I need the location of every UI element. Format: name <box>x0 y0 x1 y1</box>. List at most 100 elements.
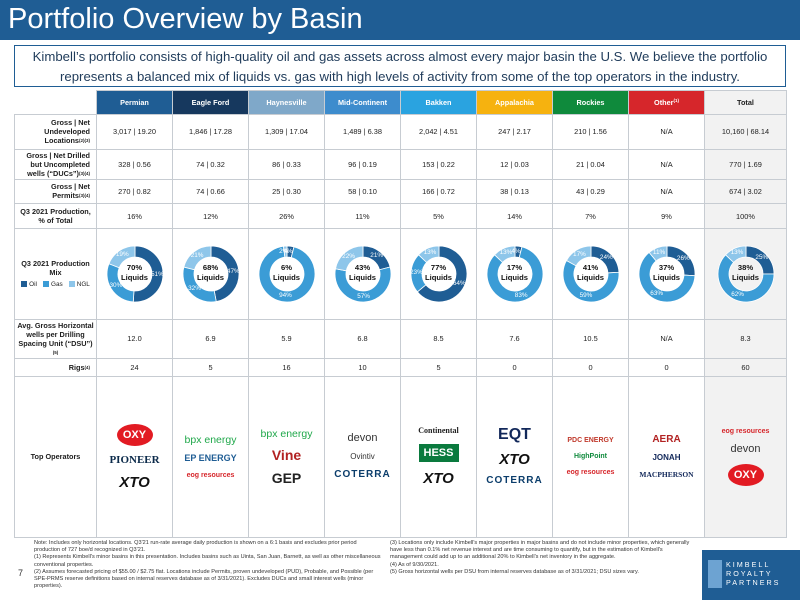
dsu-value: 6.8 <box>324 318 401 359</box>
kimbell-mark-icon <box>708 560 722 588</box>
operator-logo: Ovintiv <box>350 452 375 462</box>
operator-logo: PIONEER <box>109 453 160 466</box>
permits-value: 25 | 0.30 <box>248 178 325 205</box>
mix-row: Q3 2021 Production Mix Oil Gas NGL 51% 30… <box>14 228 787 320</box>
donut-label-gas: 30% <box>109 282 123 290</box>
donut-label-oil: 64% <box>452 279 466 287</box>
operator-logo: GEP <box>271 470 302 487</box>
operator-logo: HighPoint <box>573 453 608 461</box>
ducs-value: 86 | 0.33 <box>248 148 325 180</box>
title-bar: Portfolio Overview by Basin <box>0 0 800 40</box>
ducs-value: 153 | 0.22 <box>400 148 477 180</box>
donut-label-gas: 83% <box>514 291 528 299</box>
operator-logo: OXY <box>727 463 764 486</box>
production-value: 26% <box>248 203 325 230</box>
production-value: 12% <box>172 203 249 230</box>
donut-center: 38% Liquids <box>732 263 759 283</box>
mix-donut: 64% 23% 13% 77% Liquids <box>409 244 469 304</box>
undeveloped-value: N/A <box>628 114 705 150</box>
mix-donut: 47% 32% 21% 68% Liquids <box>181 244 241 304</box>
operator-logo: XTO <box>499 451 530 469</box>
operators-cell: OXY PIONEER XTO <box>96 375 173 539</box>
basin-header-4: Bakken <box>400 90 477 115</box>
donut-label-oil: 21% <box>370 252 384 260</box>
donut-slice-ngl <box>417 245 439 263</box>
operator-logo: HESS <box>418 444 459 463</box>
donut-label-oil: 51% <box>150 270 164 278</box>
donut-center: 70% Liquids <box>121 263 148 283</box>
operator-logo: XTO <box>423 470 454 488</box>
donut-slice-gas <box>638 251 695 303</box>
donut-label-ngl: 13% <box>423 249 437 257</box>
donut-slice-ngl <box>648 245 667 262</box>
brand-logo: KIMBELL ROYALTY PARTNERS <box>702 550 800 600</box>
production-label: Q3 2021 Production, % of Total <box>14 203 97 230</box>
donut-label-ngl: 19% <box>115 251 129 259</box>
production-value: 9% <box>628 203 705 230</box>
donut-label-gas: 23% <box>410 269 423 277</box>
dsu-value: 5.9 <box>248 318 325 359</box>
operator-logo: AERA <box>652 434 681 446</box>
production-value: 11% <box>324 203 401 230</box>
undeveloped-value: 2,042 | 4.51 <box>400 114 477 150</box>
donut-label-ngl: 13% <box>499 249 513 257</box>
permits-row: Gross | Net Permits(3)(4) 270 | 0.82 74 |… <box>14 178 787 205</box>
operator-logo: COTERRA <box>486 475 543 487</box>
permits-value: 674 | 3.02 <box>704 178 787 205</box>
basin-header-1: Eagle Ford <box>172 90 249 115</box>
mix-label: Q3 2021 Production Mix Oil Gas NGL <box>14 228 97 320</box>
mix-cell: 4% 83% 13% 17% Liquids <box>476 228 553 320</box>
undeveloped-value: 3,017 | 19.20 <box>96 114 173 150</box>
donut-label-oil: 26% <box>676 254 690 262</box>
donut-label-ngl: 11% <box>652 248 666 256</box>
dsu-row: Avg. Gross Horizontal wells per Drilling… <box>14 318 787 359</box>
mix-cell: 21% 57% 22% 43% Liquids <box>324 228 401 320</box>
mix-cell: 64% 23% 13% 77% Liquids <box>400 228 477 320</box>
donut-label-ngl: 13% <box>730 249 744 257</box>
legend-gas: Gas <box>42 280 63 289</box>
permits-value: 270 | 0.82 <box>96 178 173 205</box>
mix-donut: 4% 94% 2% 6% Liquids <box>257 244 317 304</box>
rigs-row: Rigs(4) 24 5 16 10 5 0 0 0 60 <box>14 357 787 377</box>
donut-slice-ngl <box>493 245 515 263</box>
mix-cell: 4% 94% 2% 6% Liquids <box>248 228 325 320</box>
undeveloped-value: 1,489 | 6.38 <box>324 114 401 150</box>
ducs-value: 96 | 0.19 <box>324 148 401 180</box>
operators-cell: EQT XTO COTERRA <box>476 375 553 539</box>
donut-label-oil: 4% <box>283 247 293 255</box>
legend-oil: Oil <box>21 280 37 289</box>
donut-slice-ngl <box>282 245 287 258</box>
mix-cell: 24% 59% 17% 41% Liquids <box>552 228 629 320</box>
donut-label-gas: 57% <box>357 292 370 300</box>
donut-label-gas: 32% <box>188 285 201 293</box>
rigs-value: 60 <box>704 357 787 377</box>
production-value: 100% <box>704 203 787 230</box>
legend-ngl: NGL <box>68 280 90 289</box>
ducs-value: N/A <box>628 148 705 180</box>
mix-cell: 25% 62% 13% 38% Liquids <box>704 228 787 320</box>
undeveloped-label: Gross | Net Undeveloped Locations(2)(3) <box>14 114 97 150</box>
footnote-3: (3) Locations only include Kimbell's maj… <box>390 540 690 561</box>
operator-logo: Continental <box>418 426 459 436</box>
undeveloped-row: Gross | Net Undeveloped Locations(2)(3) … <box>14 114 787 150</box>
page-title: Portfolio Overview by Basin <box>8 3 363 35</box>
donut-label-gas: 94% <box>279 292 292 300</box>
production-value: 14% <box>476 203 553 230</box>
operator-logo: devon <box>347 432 378 445</box>
operator-logo: OXY <box>116 423 153 446</box>
production-value: 16% <box>96 203 173 230</box>
footnote-2: (2) Assumes forecasted pricing of $55.00… <box>34 568 374 590</box>
mix-donut: 26% 63% 11% 37% Liquids <box>637 244 697 304</box>
donut-label-oil: 47% <box>226 267 240 275</box>
operator-logo: EP ENERGY <box>184 453 237 464</box>
donut-label-gas: 63% <box>650 290 664 298</box>
basin-header-7: Other(1) <box>628 90 705 115</box>
footnote-note: Note: Includes only horizontal locations… <box>34 540 357 554</box>
donut-center: 17% Liquids <box>501 263 528 283</box>
production-value: 5% <box>400 203 477 230</box>
donut-slice-ngl <box>724 245 746 263</box>
operators-label: Top Operators <box>14 375 97 539</box>
undeveloped-value: 1,309 | 17.04 <box>248 114 325 150</box>
permits-value: 166 | 0.72 <box>400 178 477 205</box>
rigs-value: 16 <box>248 357 325 377</box>
